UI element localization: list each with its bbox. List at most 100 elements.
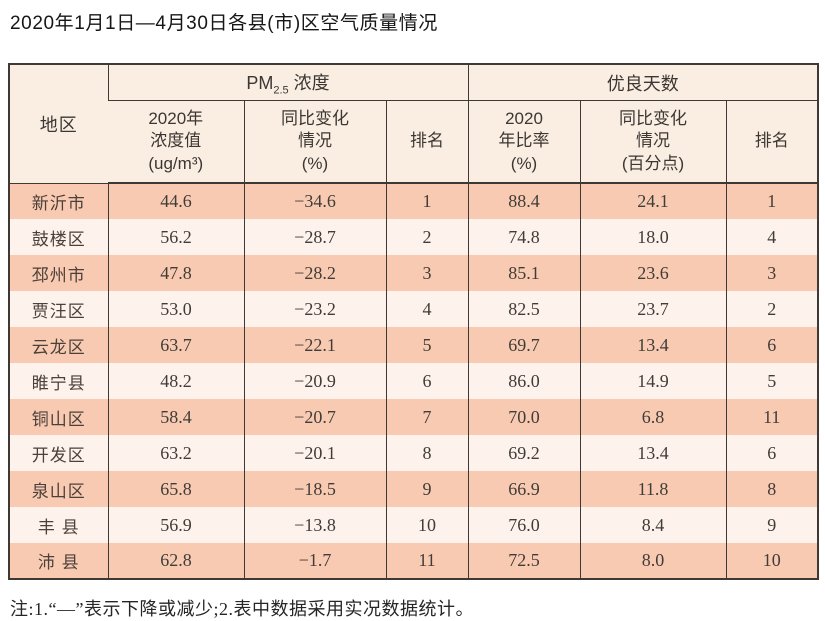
cell-region: 邳州市 xyxy=(9,255,108,291)
cell-pm25-change: −20.1 xyxy=(243,435,386,471)
cell-pm25-conc: 63.7 xyxy=(107,327,244,363)
air-quality-table: 地区 PM2.5 浓度 优良天数 2020年 浓度值 (ug/m³) 同比变化 情… xyxy=(8,63,820,580)
cell-good-change: 13.4 xyxy=(579,327,727,363)
table-row: 邳州市 47.8 −28.2 3 85.1 23.6 3 xyxy=(9,255,819,291)
cell-good-rank: 8 xyxy=(725,471,819,507)
cell-good-change: 6.8 xyxy=(579,399,727,435)
cell-good-rank: 6 xyxy=(725,435,819,471)
cell-region: 鼓楼区 xyxy=(9,219,108,255)
cell-good-ratio: 66.9 xyxy=(467,471,581,507)
cell-pm25-rank: 6 xyxy=(385,363,469,399)
cell-region: 沛 县 xyxy=(9,543,108,579)
cell-pm25-rank: 2 xyxy=(385,219,469,255)
cell-pm25-rank: 8 xyxy=(385,435,469,471)
header-group-good-days: 优良天数 xyxy=(467,64,819,101)
cell-pm25-rank: 11 xyxy=(385,543,469,579)
cell-good-rank: 10 xyxy=(725,543,819,579)
table-row: 鼓楼区 56.2 −28.7 2 74.8 18.0 4 xyxy=(9,219,819,255)
cell-pm25-conc: 53.0 xyxy=(107,291,244,327)
cell-pm25-change: −22.1 xyxy=(243,327,386,363)
cell-good-ratio: 85.1 xyxy=(467,255,581,291)
cell-good-rank: 11 xyxy=(725,399,819,435)
cell-good-ratio: 86.0 xyxy=(467,363,581,399)
cell-pm25-rank: 4 xyxy=(385,291,469,327)
pm25-prefix: PM xyxy=(246,72,274,93)
cell-good-change: 11.8 xyxy=(579,471,727,507)
header-conc-change: 同比变化 情况 (%) xyxy=(243,100,386,184)
page-title: 2020年1月1日—4月30日各县(市)区空气质量情况 xyxy=(10,13,438,34)
cell-good-change: 8.4 xyxy=(579,507,727,543)
cell-pm25-rank: 9 xyxy=(385,471,469,507)
cell-pm25-change: −28.2 xyxy=(243,255,386,291)
cell-good-change: 18.0 xyxy=(579,219,727,255)
cell-pm25-change: −20.9 xyxy=(243,363,386,399)
cell-pm25-change: −20.7 xyxy=(243,399,386,435)
cell-pm25-conc: 44.6 xyxy=(107,183,244,219)
cell-pm25-conc: 56.2 xyxy=(107,219,244,255)
table-row: 开发区 63.2 −20.1 8 69.2 13.4 6 xyxy=(9,435,819,471)
header-group-pm25: PM2.5 浓度 xyxy=(107,64,469,101)
cell-good-rank: 9 xyxy=(725,507,819,543)
cell-good-rank: 1 xyxy=(725,183,819,219)
cell-region: 丰 县 xyxy=(9,507,108,543)
cell-good-ratio: 72.5 xyxy=(467,543,581,579)
cell-good-ratio: 82.5 xyxy=(467,291,581,327)
cell-good-change: 8.0 xyxy=(579,543,727,579)
cell-region: 开发区 xyxy=(9,435,108,471)
cell-region: 贾汪区 xyxy=(9,291,108,327)
table-row: 泉山区 65.8 −18.5 9 66.9 11.8 8 xyxy=(9,471,819,507)
cell-pm25-change: −23.2 xyxy=(243,291,386,327)
header-pm25-rank: 排名 xyxy=(385,100,469,184)
cell-pm25-change: −28.7 xyxy=(243,219,386,255)
table-row: 贾汪区 53.0 −23.2 4 82.5 23.7 2 xyxy=(9,291,819,327)
cell-pm25-rank: 7 xyxy=(385,399,469,435)
cell-pm25-conc: 65.8 xyxy=(107,471,244,507)
cell-good-ratio: 74.8 xyxy=(467,219,581,255)
cell-region: 云龙区 xyxy=(9,327,108,363)
cell-pm25-change: −13.8 xyxy=(243,507,386,543)
table-body: 新沂市 44.6 −34.6 1 88.4 24.1 1 鼓楼区 56.2 −2… xyxy=(9,183,819,579)
pm25-subscript: 2.5 xyxy=(273,84,289,97)
cell-good-rank: 6 xyxy=(725,327,819,363)
cell-pm25-change: −34.6 xyxy=(243,183,386,219)
cell-good-ratio: 88.4 xyxy=(467,183,581,219)
cell-pm25-rank: 5 xyxy=(385,327,469,363)
table-header: 地区 PM2.5 浓度 优良天数 2020年 浓度值 (ug/m³) 同比变化 情… xyxy=(9,64,819,184)
table-row: 铜山区 58.4 −20.7 7 70.0 6.8 11 xyxy=(9,399,819,435)
cell-pm25-change: −18.5 xyxy=(243,471,386,507)
header-ratio: 2020 年比率 (%) xyxy=(467,100,581,184)
cell-good-ratio: 70.0 xyxy=(467,399,581,435)
table-row: 新沂市 44.6 −34.6 1 88.4 24.1 1 xyxy=(9,183,819,219)
header-region: 地区 xyxy=(9,64,108,184)
header-sub-row: 2020年 浓度值 (ug/m³) 同比变化 情况 (%) 排名 2020 年比… xyxy=(9,100,819,184)
cell-good-rank: 4 xyxy=(725,219,819,255)
cell-good-ratio: 69.7 xyxy=(467,327,581,363)
table-row: 沛 县 62.8 −1.7 11 72.5 8.0 10 xyxy=(9,543,819,579)
cell-pm25-conc: 48.2 xyxy=(107,363,244,399)
header-group-row: 地区 PM2.5 浓度 优良天数 xyxy=(9,64,819,184)
cell-pm25-conc: 63.2 xyxy=(107,435,244,471)
cell-pm25-rank: 3 xyxy=(385,255,469,291)
cell-good-change: 14.9 xyxy=(579,363,727,399)
cell-good-rank: 3 xyxy=(725,255,819,291)
cell-good-ratio: 76.0 xyxy=(467,507,581,543)
cell-pm25-conc: 62.8 xyxy=(107,543,244,579)
cell-pm25-rank: 1 xyxy=(385,183,469,219)
cell-region: 新沂市 xyxy=(9,183,108,219)
cell-pm25-rank: 10 xyxy=(385,507,469,543)
cell-region: 泉山区 xyxy=(9,471,108,507)
cell-good-ratio: 69.2 xyxy=(467,435,581,471)
cell-good-change: 23.6 xyxy=(579,255,727,291)
cell-good-change: 13.4 xyxy=(579,435,727,471)
table-row: 睢宁县 48.2 −20.9 6 86.0 14.9 5 xyxy=(9,363,819,399)
cell-region: 睢宁县 xyxy=(9,363,108,399)
table-row: 丰 县 56.9 −13.8 10 76.0 8.4 9 xyxy=(9,507,819,543)
pm25-suffix: 浓度 xyxy=(293,72,330,93)
cell-pm25-change: −1.7 xyxy=(243,543,386,579)
cell-pm25-conc: 47.8 xyxy=(107,255,244,291)
cell-pm25-conc: 56.9 xyxy=(107,507,244,543)
cell-good-change: 23.7 xyxy=(579,291,727,327)
cell-good-change: 24.1 xyxy=(579,183,727,219)
footnote: 注:1.“—”表示下降或减少;2.表中数据采用实况数据统计。 xyxy=(10,599,474,619)
